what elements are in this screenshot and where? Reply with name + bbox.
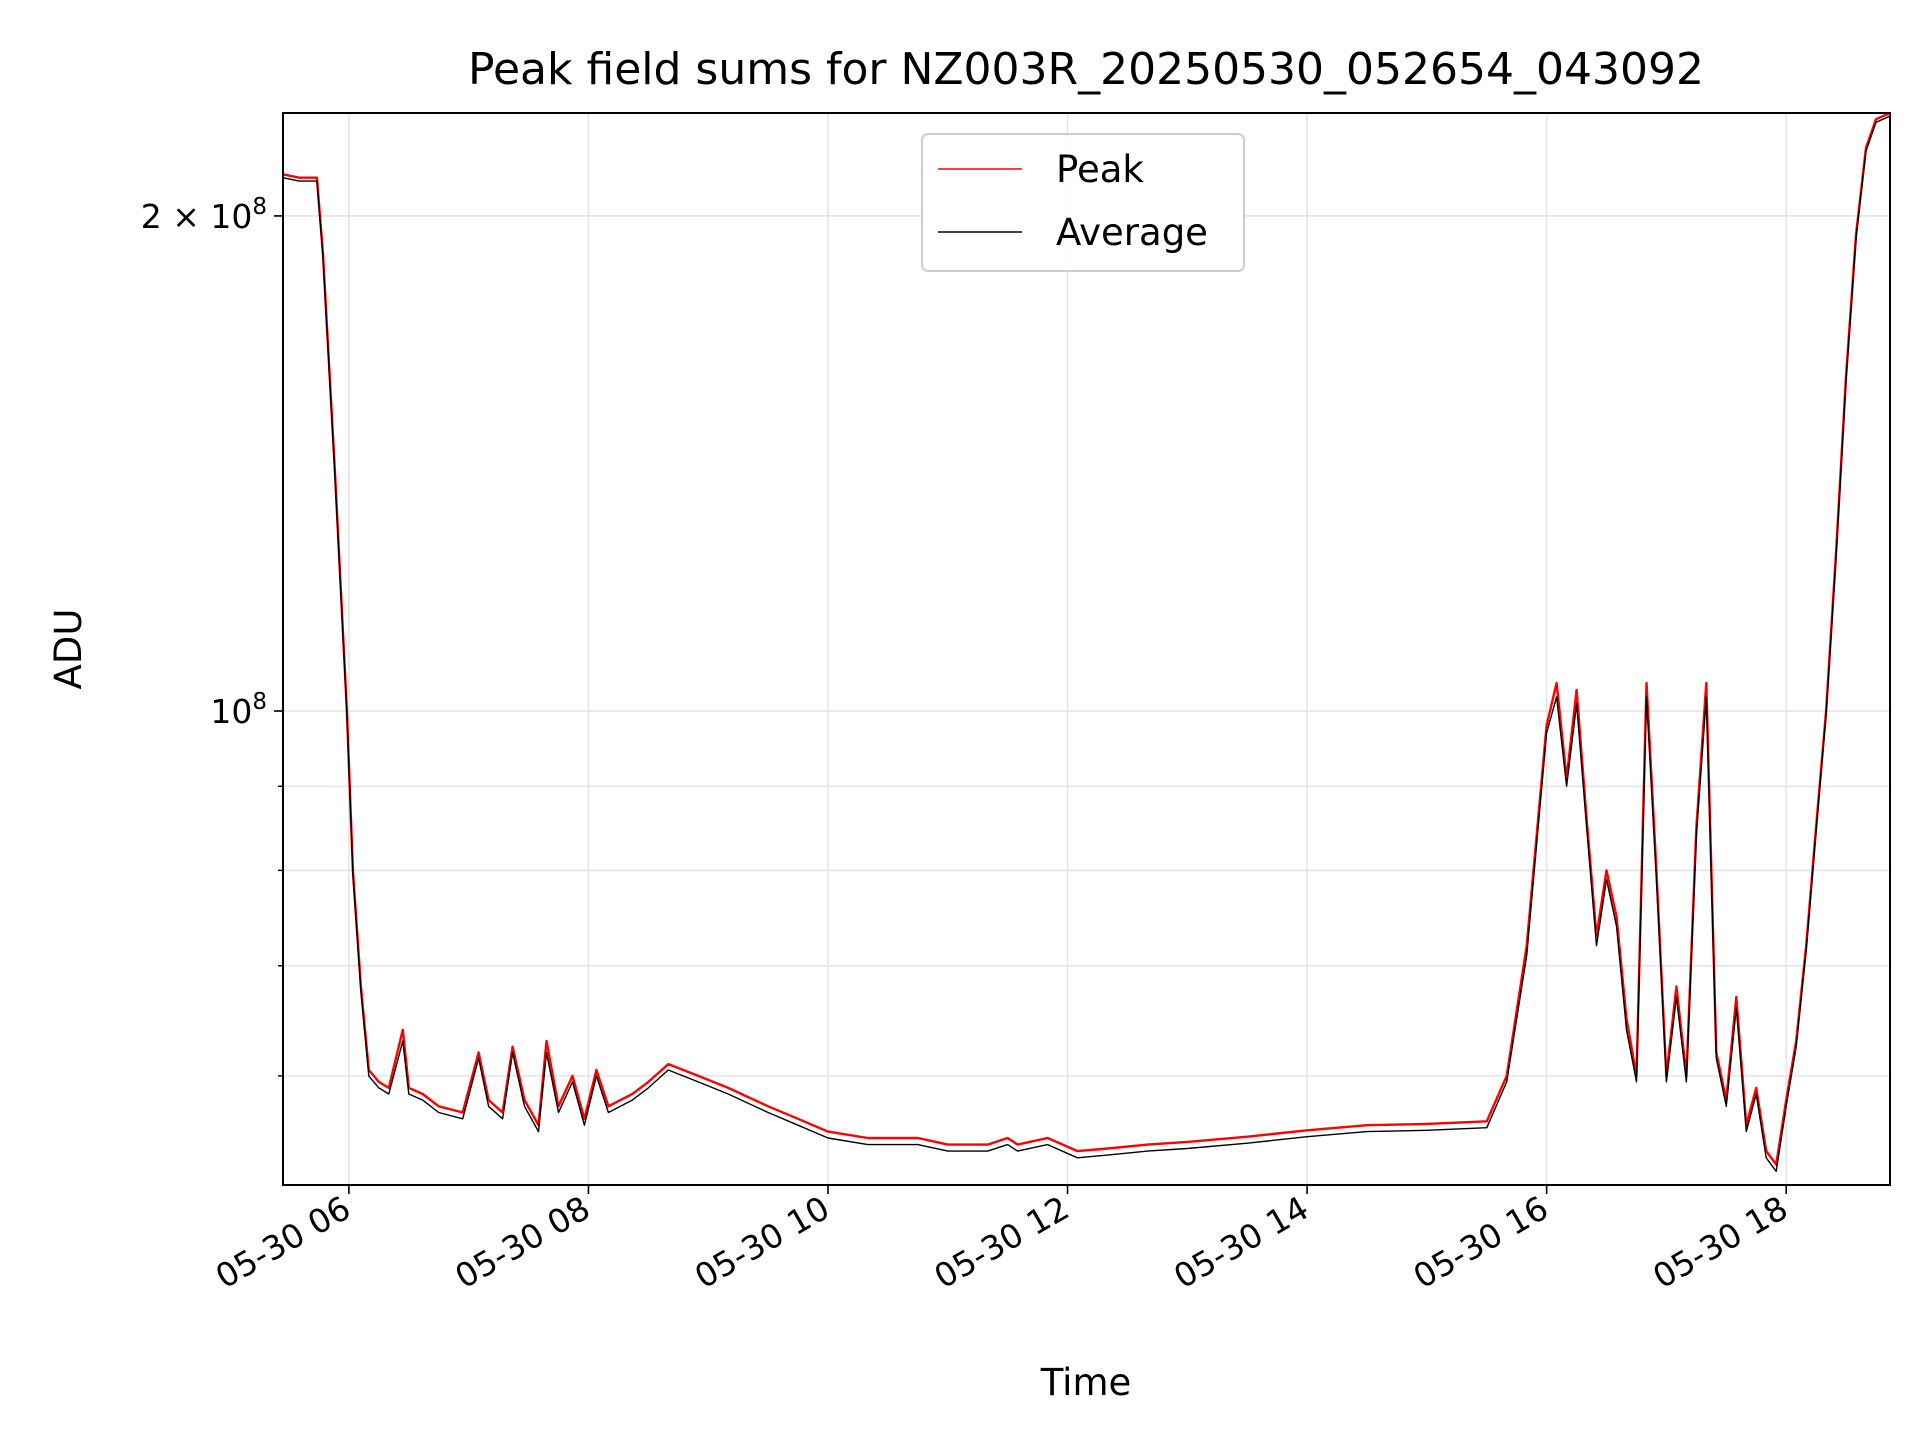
legend-label-peak: Peak [1056, 148, 1144, 191]
y-tick-label: 2 × 108 [141, 194, 267, 236]
y-tick-label: 108 [210, 689, 267, 731]
plot-frame [282, 112, 1891, 1186]
y-tick-exponent: 8 [252, 194, 267, 220]
y-tick-base: 10 [210, 197, 252, 236]
series-line-peak [282, 111, 1891, 1166]
series-line-average [282, 115, 1891, 1173]
chart-title: Peak field sums for NZ003R_20250530_0526… [468, 44, 1704, 95]
legend-label-average: Average [1056, 211, 1208, 254]
y-tick-exponent: 8 [252, 689, 267, 715]
legend: Peak Average [921, 133, 1245, 272]
y-axis-label: ADU [47, 609, 90, 690]
y-tick-multiplier: 2 × [141, 197, 211, 236]
x-axis-label: Time [1040, 1361, 1132, 1404]
y-tick-base: 10 [210, 692, 252, 731]
series-group [282, 111, 1891, 1173]
